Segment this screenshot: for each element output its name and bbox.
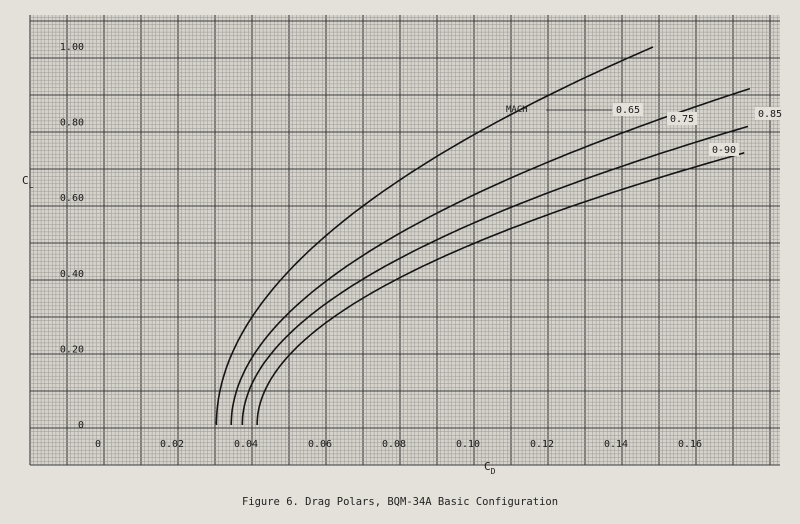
y-tick-label: 1.00: [60, 42, 84, 53]
y-tick-label: 0.60: [60, 193, 84, 204]
curve-label-mach-0.85: 0.85: [758, 109, 782, 120]
x-tick-label: 0.06: [308, 439, 332, 450]
x-tick-label: 0: [95, 439, 101, 450]
tick-labels: 0 0.02 0.04 0.06 0.08 0.10 0.12 0.14 0.16 0 0.20 0.…: [60, 42, 702, 450]
grid-background: [30, 15, 780, 465]
curve-label-mach-0-90: 0-90: [712, 145, 736, 156]
x-tick-label: 0.02: [160, 439, 184, 450]
x-tick-label: 0.16: [678, 439, 702, 450]
axis-labels: CL CD: [22, 174, 496, 476]
x-tick-label: 0.14: [604, 439, 628, 450]
figure-caption: Figure 6. Drag Polars, BQM-34A Basic Con…: [241, 496, 559, 508]
drag-polar-curves: [215, 46, 751, 426]
x-tick-label: 0.04: [234, 439, 258, 450]
y-tick-label: 0.40: [60, 269, 84, 280]
y-tick-label: 0.80: [60, 118, 84, 129]
polar-curve-mach-0.65: [215, 46, 654, 425]
curve-label-bg: [667, 112, 697, 125]
curve-label-mach-0.75: 0.75: [670, 114, 694, 125]
x-tick-label: 0.12: [530, 439, 554, 450]
curve-label-mach-0.65: 0.65: [616, 105, 640, 116]
legend-title-mach: MACH: [506, 105, 528, 115]
x-axis-label: CD: [484, 460, 496, 476]
x-tick-label: 0.08: [382, 439, 406, 450]
y-tick-label: 0: [78, 420, 84, 431]
x-tick-label: 0.10: [456, 439, 480, 450]
curve-label-bg: [613, 103, 643, 116]
curve-labels: 0.65 0.75 0.85 0-90 MACH: [506, 103, 785, 156]
graph-paper-grid: [29, 15, 780, 466]
curve-label-bg: [755, 107, 785, 120]
polar-curve-mach-0-90: [256, 152, 745, 426]
y-axis-label: CL: [22, 174, 34, 190]
polar-curve-mach-0.75: [230, 87, 751, 426]
y-tick-label: 0.20: [60, 344, 84, 355]
polar-curve-mach-0.85: [241, 125, 749, 426]
curve-label-bg: [709, 143, 739, 156]
